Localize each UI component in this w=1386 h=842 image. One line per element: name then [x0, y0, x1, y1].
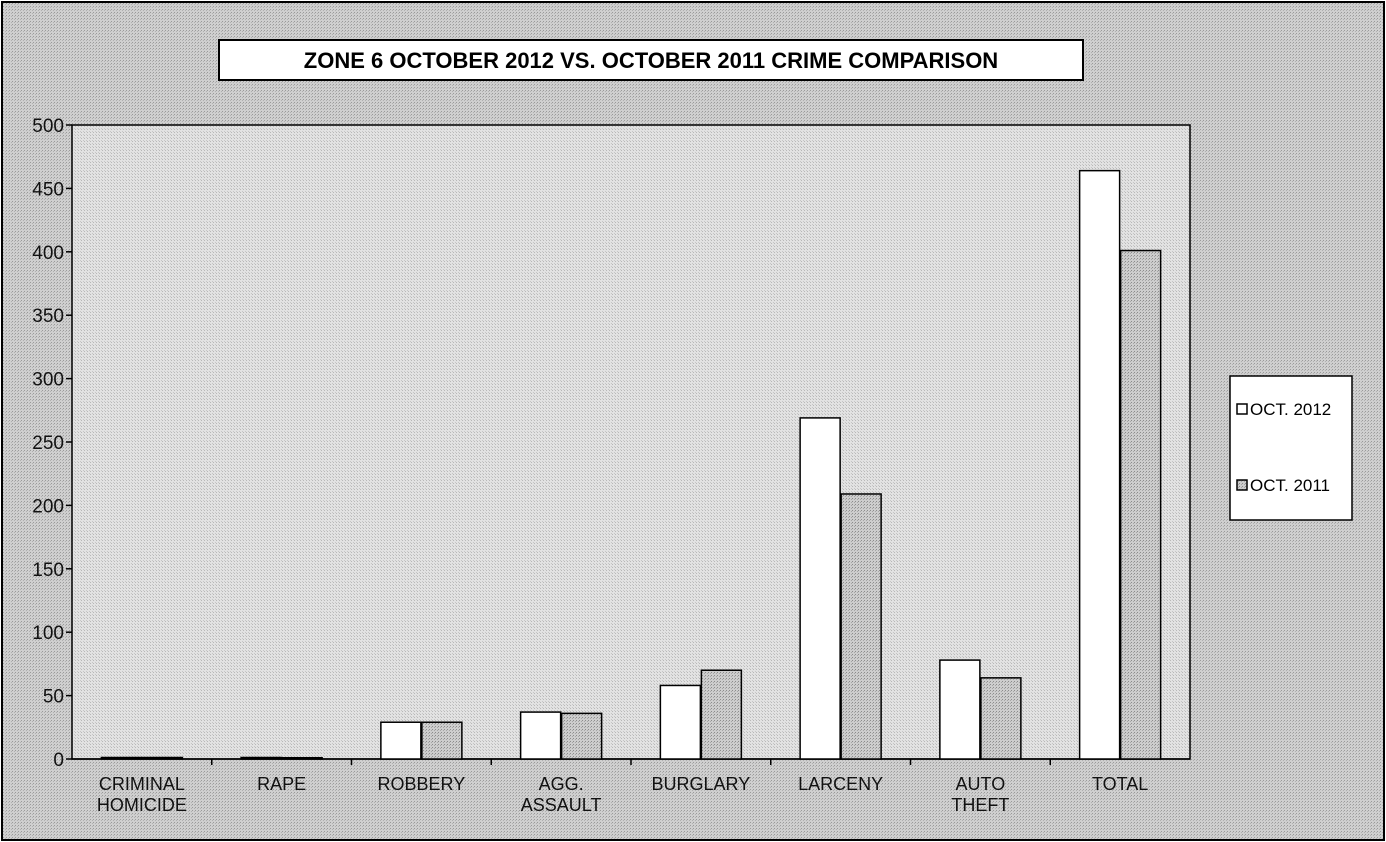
plot-area [71, 124, 1191, 760]
chart-title: ZONE 6 OCTOBER 2012 VS. OCTOBER 2011 CRI… [304, 48, 998, 73]
y-tick-label: 200 [32, 496, 64, 517]
x-category-label: AGG. [539, 774, 584, 794]
bar-oct-2012-0 [100, 756, 143, 760]
chart-title-box: ZONE 6 OCTOBER 2012 VS. OCTOBER 2011 CRI… [218, 39, 1084, 81]
x-category-label: RAPE [257, 774, 306, 794]
y-tick-label: 100 [32, 623, 64, 644]
y-tick-label: 500 [32, 116, 64, 137]
bar-oct-2011-1 [281, 756, 323, 760]
y-tick-label: 0 [53, 750, 64, 771]
x-category-label: LARCENY [798, 774, 883, 794]
bar-oct-2012-3 [519, 711, 562, 760]
y-tick-label: 300 [32, 370, 64, 391]
y-tick-label: 400 [32, 243, 64, 264]
bar-oct-2011-2 [421, 721, 463, 760]
y-tick-label: 50 [43, 687, 64, 708]
legend-swatch-oct-2011 [1236, 479, 1248, 491]
bar-oct-2011-5 [840, 493, 882, 760]
bar-oct-2011-4 [700, 669, 743, 760]
legend: OCT. 2012 OCT. 2011 [1229, 375, 1353, 521]
bar-oct-2012-6 [939, 659, 981, 760]
x-category-label: BURGLARY [652, 774, 751, 794]
legend-label-oct-2011: OCT. 2011 [1250, 476, 1330, 495]
bar-oct-2012-2 [380, 721, 422, 760]
y-tick-label: 450 [32, 179, 64, 200]
legend-swatch-oct-2012 [1236, 403, 1248, 415]
bar-oct-2011-7 [1119, 249, 1162, 760]
x-category-label: TOTAL [1092, 774, 1148, 794]
bar-oct-2011-6 [980, 677, 1022, 760]
legend-label-oct-2012: OCT. 2012 [1250, 400, 1331, 419]
bar-oct-2012-1 [240, 756, 282, 760]
legend-box [1229, 375, 1353, 521]
x-category-label: THEFT [951, 795, 1009, 815]
x-category-label: HOMICIDE [97, 795, 187, 815]
x-category-label: CRIMINAL [99, 774, 185, 794]
y-tick-label: 350 [32, 306, 64, 327]
x-category-label: AUTO [956, 774, 1006, 794]
bar-oct-2011-3 [560, 712, 603, 760]
axes: 0 50 100 150 200 250 300 350 400 450 500 [32, 116, 1190, 771]
bar-oct-2012-5 [799, 417, 841, 760]
bars [100, 169, 1162, 760]
bar-oct-2011-0 [141, 756, 184, 760]
x-category-label: ROBBERY [378, 774, 466, 794]
bar-oct-2012-4 [659, 684, 702, 760]
y-tick-label: 250 [32, 433, 64, 454]
bar-oct-2012-7 [1078, 169, 1121, 760]
y-tick-label: 150 [32, 560, 64, 581]
x-category-label: ASSAULT [521, 795, 602, 815]
